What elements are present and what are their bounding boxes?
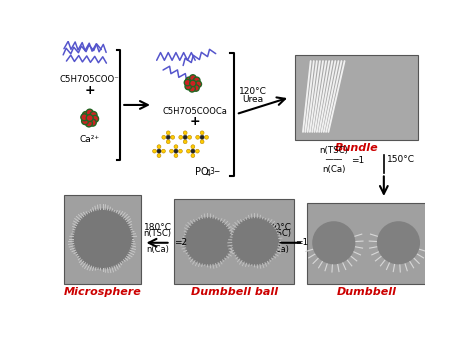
Text: Urea: Urea — [242, 95, 264, 104]
Bar — [64, 195, 141, 284]
Text: Microsphere: Microsphere — [64, 287, 142, 297]
Text: Dumbbell: Dumbbell — [337, 287, 397, 297]
Circle shape — [191, 154, 195, 158]
Circle shape — [157, 145, 161, 149]
Circle shape — [89, 119, 96, 126]
Circle shape — [157, 149, 161, 153]
Text: Bundle: Bundle — [335, 143, 379, 153]
Circle shape — [200, 135, 204, 140]
Circle shape — [183, 135, 187, 140]
Circle shape — [91, 115, 99, 122]
Circle shape — [205, 135, 209, 139]
Circle shape — [191, 145, 195, 149]
Text: n(TSC): n(TSC) — [319, 146, 348, 155]
Circle shape — [174, 154, 178, 158]
Circle shape — [200, 140, 204, 144]
Text: C5H7O5COO⁻: C5H7O5COO⁻ — [60, 75, 119, 84]
Text: ────: ──── — [325, 157, 342, 163]
Circle shape — [188, 135, 191, 139]
Circle shape — [195, 81, 201, 88]
Circle shape — [157, 154, 161, 158]
Circle shape — [153, 149, 156, 153]
Text: =2: =2 — [174, 237, 188, 247]
Circle shape — [174, 149, 178, 153]
Circle shape — [185, 83, 191, 90]
Text: n(Ca): n(Ca) — [146, 245, 169, 254]
Circle shape — [193, 77, 200, 83]
Bar — [174, 199, 294, 284]
Circle shape — [190, 80, 196, 87]
Text: 120°C: 120°C — [239, 87, 267, 96]
Circle shape — [82, 118, 89, 124]
Bar — [307, 203, 426, 284]
Text: 150°C: 150°C — [387, 155, 415, 164]
Circle shape — [190, 75, 196, 81]
Text: =1: =1 — [295, 237, 309, 247]
Circle shape — [377, 221, 420, 264]
Circle shape — [193, 85, 199, 91]
Circle shape — [183, 140, 187, 144]
Circle shape — [174, 145, 178, 149]
Text: 3−: 3− — [209, 167, 220, 175]
Text: Dumbbell ball: Dumbbell ball — [191, 287, 278, 297]
Text: n(Ca): n(Ca) — [322, 165, 346, 174]
Circle shape — [186, 149, 191, 153]
Circle shape — [184, 217, 233, 266]
Circle shape — [200, 131, 204, 135]
Circle shape — [231, 217, 280, 266]
Text: +: + — [190, 115, 201, 128]
Circle shape — [166, 140, 170, 144]
Circle shape — [82, 111, 89, 118]
Text: Ca²⁺: Ca²⁺ — [80, 135, 100, 144]
Circle shape — [86, 115, 93, 121]
Circle shape — [171, 135, 174, 139]
Circle shape — [73, 208, 133, 269]
Circle shape — [81, 114, 88, 121]
Circle shape — [85, 120, 92, 127]
Circle shape — [179, 149, 182, 153]
Bar — [295, 55, 419, 140]
Text: PO: PO — [195, 167, 209, 176]
Text: 180°C: 180°C — [264, 223, 292, 232]
Circle shape — [196, 135, 200, 139]
Circle shape — [162, 135, 166, 139]
Circle shape — [189, 86, 195, 92]
Text: 4: 4 — [205, 169, 210, 178]
Text: n(TSC): n(TSC) — [264, 229, 292, 238]
Circle shape — [179, 135, 182, 139]
Circle shape — [183, 131, 187, 135]
Circle shape — [184, 79, 191, 86]
Text: +: + — [84, 84, 95, 97]
Circle shape — [170, 149, 173, 153]
Text: 180°C: 180°C — [144, 223, 172, 232]
Circle shape — [195, 149, 199, 153]
Circle shape — [312, 221, 356, 264]
Text: =1: =1 — [351, 156, 364, 165]
Circle shape — [166, 135, 170, 140]
Circle shape — [162, 149, 165, 153]
Circle shape — [191, 149, 195, 153]
Text: n(TSC): n(TSC) — [144, 229, 172, 238]
Text: C5H7O5COOCa: C5H7O5COOCa — [163, 107, 228, 116]
Circle shape — [186, 77, 192, 83]
Circle shape — [90, 111, 97, 118]
Text: n(Ca): n(Ca) — [266, 245, 289, 254]
Circle shape — [86, 109, 93, 116]
Circle shape — [166, 131, 170, 135]
